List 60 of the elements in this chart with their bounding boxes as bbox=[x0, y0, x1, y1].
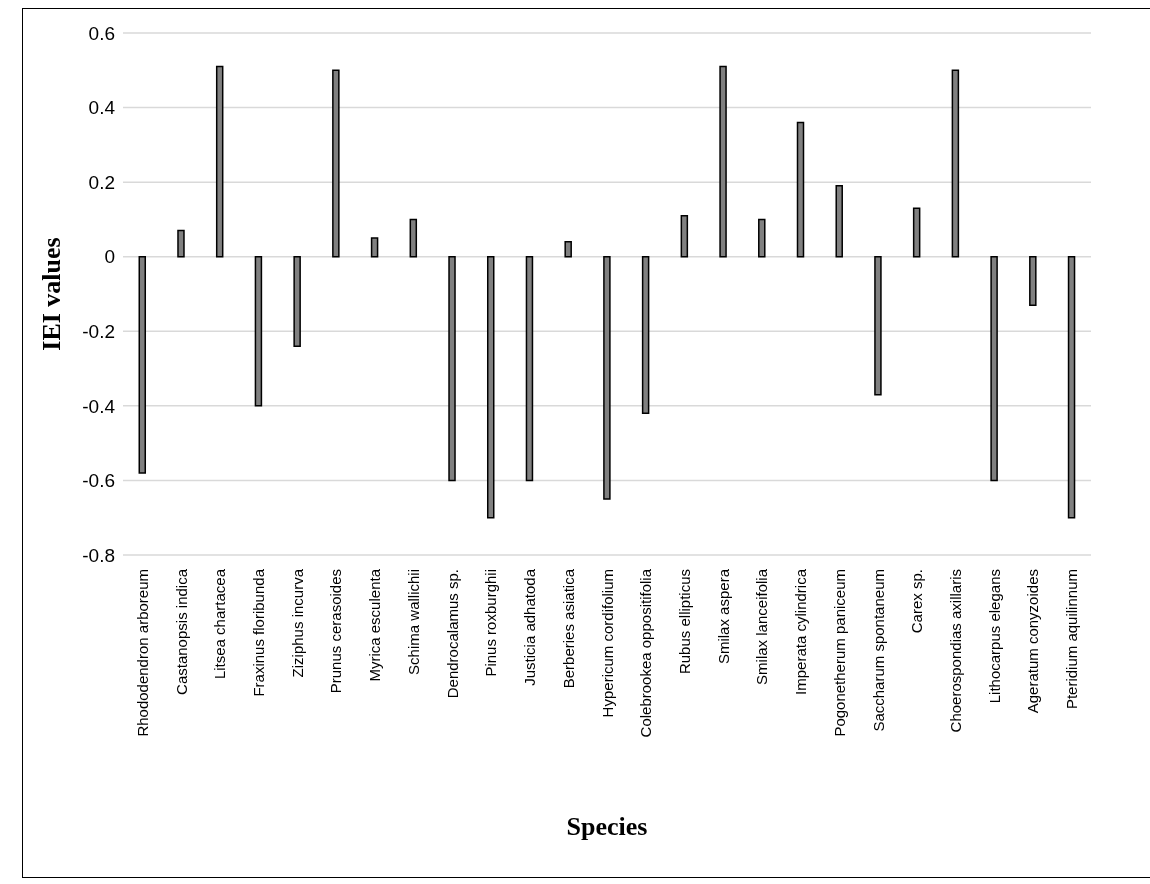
bar bbox=[177, 229, 185, 258]
y-tick-label: -0.8 bbox=[82, 544, 115, 566]
bar bbox=[293, 255, 301, 347]
bar bbox=[448, 255, 456, 482]
x-tick-label: Choerospondias axillaris bbox=[946, 569, 964, 733]
bar bbox=[796, 121, 805, 258]
bar bbox=[680, 214, 689, 258]
x-axis-title: Species bbox=[566, 812, 648, 841]
x-tick-label: Myrica esculenta bbox=[366, 568, 384, 682]
x-tick-label: Colebrookea oppositifolia bbox=[637, 568, 655, 738]
x-tick-label: Pogonetherum paniceum bbox=[830, 569, 848, 737]
x-tick-label: Berberies asiatica bbox=[559, 568, 577, 689]
x-tick-label: Fraxinus floribunda bbox=[250, 568, 268, 697]
bar bbox=[525, 255, 534, 482]
x-tick-label: Castanopsis indica bbox=[172, 568, 190, 695]
x-tick-label: Smilax lanceifolia bbox=[753, 568, 771, 685]
y-tick-label: 0.4 bbox=[88, 97, 116, 119]
bar bbox=[1029, 255, 1037, 306]
bar bbox=[912, 207, 921, 258]
bar bbox=[486, 255, 495, 519]
bar bbox=[409, 218, 418, 258]
bar bbox=[990, 255, 998, 482]
y-axis-title: IEI values bbox=[37, 237, 67, 351]
x-tick-label: Imperata cylindrica bbox=[792, 568, 810, 695]
x-tick-label: Ageratum conyzoides bbox=[1024, 569, 1042, 714]
x-tick-label: Rhododendron arboreum bbox=[133, 569, 151, 737]
bar bbox=[332, 69, 340, 258]
x-tick-label: Schima wallichii bbox=[404, 569, 422, 675]
bar bbox=[641, 255, 650, 415]
bar bbox=[138, 255, 147, 474]
bar bbox=[719, 65, 727, 258]
x-tick-label: Prunus cerasoides bbox=[327, 569, 345, 694]
bar bbox=[564, 241, 572, 258]
x-tick-label: Lithocarpus elegans bbox=[985, 569, 1003, 704]
x-tick-label: Pinus roxburghii bbox=[482, 569, 500, 677]
bar bbox=[758, 218, 766, 258]
bar bbox=[874, 255, 882, 396]
y-tick-label: 0.2 bbox=[88, 171, 115, 193]
bar bbox=[603, 255, 611, 500]
x-tick-label: Litsea chartacea bbox=[211, 568, 229, 680]
y-tick-label: -0.4 bbox=[82, 395, 116, 417]
x-tick-label: Rubus ellipticus bbox=[675, 569, 693, 675]
x-tick-label: Hypericum cordifolium bbox=[598, 569, 616, 718]
x-tick-label: Smilax aspera bbox=[714, 568, 732, 665]
bar bbox=[951, 69, 960, 258]
x-tick-label: Saccharum spontaneum bbox=[869, 569, 887, 732]
x-tick-label: Carex sp. bbox=[908, 569, 926, 634]
bar bbox=[370, 237, 379, 258]
bar bbox=[1067, 255, 1076, 519]
y-tick-label: 0.6 bbox=[88, 22, 115, 44]
x-tick-label: Dendrocalamus sp. bbox=[443, 569, 461, 699]
bar bbox=[835, 185, 843, 258]
x-tick-label: Justicia adhatoda bbox=[521, 568, 539, 686]
bar bbox=[254, 255, 263, 407]
x-tick-label: Ziziphus incurva bbox=[288, 568, 306, 678]
x-tick-label: Pteridium aquilinnum bbox=[1063, 569, 1081, 710]
y-tick-label: -0.2 bbox=[82, 321, 115, 343]
y-tick-label: -0.6 bbox=[82, 470, 115, 492]
bar bbox=[215, 65, 224, 258]
y-tick-label: 0 bbox=[104, 246, 115, 268]
